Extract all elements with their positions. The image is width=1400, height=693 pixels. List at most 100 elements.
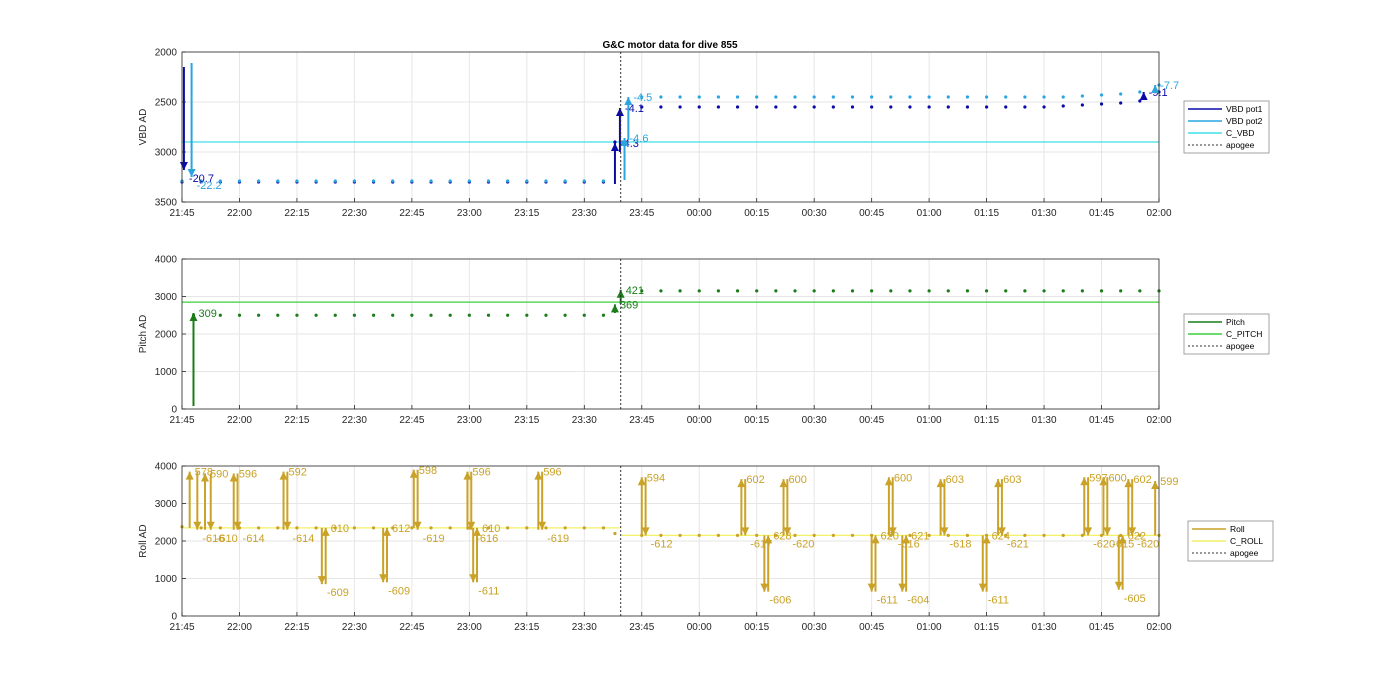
- event-arrowhead: [189, 313, 198, 321]
- data-point: [467, 313, 471, 317]
- data-point: [984, 105, 989, 109]
- x-tick-label: 22:00: [227, 622, 252, 633]
- event-arrowhead: [279, 471, 288, 480]
- x-tick-label: 22:15: [284, 208, 309, 219]
- motor-event: -604: [898, 535, 929, 607]
- x-tick-label: 21:45: [169, 415, 194, 426]
- y-tick-label: 2000: [155, 330, 178, 341]
- series-pitch: [191, 289, 1161, 317]
- motor-event: 602: [737, 474, 765, 536]
- data-point: [697, 533, 701, 537]
- motor-event: -20.7: [179, 67, 214, 185]
- x-tick-label: 01:45: [1089, 622, 1114, 633]
- x-tick-label: 00:45: [859, 415, 884, 426]
- data-point: [793, 533, 797, 537]
- motor-event: -614: [283, 471, 314, 545]
- data-point: [391, 179, 395, 183]
- x-tick-label: 23:30: [572, 622, 597, 633]
- data-point: [506, 179, 510, 183]
- data-point: [716, 95, 720, 99]
- event-arrowhead: [994, 479, 1003, 488]
- x-tick-label: 23:45: [629, 622, 654, 633]
- data-point: [793, 289, 797, 293]
- event-arrowhead: [902, 535, 911, 544]
- motor-event: 599: [1151, 476, 1179, 536]
- y-tick-label: 2000: [155, 537, 178, 548]
- x-tick-label: 23:30: [572, 208, 597, 219]
- x-tick-label: 01:30: [1032, 415, 1057, 426]
- x-tick-label: 01:15: [974, 415, 999, 426]
- data-point: [697, 95, 701, 99]
- event-label: 624: [992, 530, 1010, 542]
- data-point: [199, 179, 203, 183]
- event-label: -620: [1093, 538, 1115, 550]
- data-point: [735, 105, 740, 109]
- data-point: [1042, 95, 1046, 99]
- data-point: [889, 105, 893, 109]
- event-label: -620: [792, 538, 814, 550]
- x-tick-label: 00:30: [802, 622, 827, 633]
- data-point: [601, 313, 606, 317]
- event-label: -619: [423, 533, 445, 545]
- data-point: [257, 313, 261, 317]
- data-point: [295, 526, 299, 530]
- data-point: [1138, 99, 1142, 103]
- data-point: [1138, 90, 1142, 94]
- event-label: 610: [482, 523, 500, 535]
- data-point: [448, 526, 452, 530]
- event-arrowhead: [1118, 535, 1127, 544]
- event-arrowhead: [534, 471, 543, 480]
- event-arrowhead: [888, 527, 897, 536]
- data-point: [889, 289, 893, 293]
- data-point: [774, 289, 778, 293]
- data-point: [295, 313, 299, 317]
- legend-label: apogee: [1226, 341, 1255, 351]
- event-label: 309: [198, 308, 216, 320]
- event-arrowhead: [737, 479, 746, 488]
- x-tick-label: 23:15: [514, 622, 539, 633]
- event-label: 612: [392, 523, 410, 535]
- motor-event: -620: [1128, 479, 1159, 550]
- motor-event: 600: [884, 472, 912, 536]
- event-arrowhead: [321, 527, 330, 536]
- data-point: [276, 313, 280, 317]
- motor-event: -620: [1084, 477, 1115, 550]
- x-tick-label: 01:15: [974, 622, 999, 633]
- data-point: [697, 105, 701, 109]
- event-label: -619: [547, 533, 569, 545]
- event-arrowhead: [982, 535, 991, 544]
- data-point: [544, 313, 548, 317]
- data-point: [467, 179, 471, 183]
- event-arrowhead: [317, 576, 326, 585]
- event-arrowhead: [229, 473, 238, 482]
- data-point: [429, 179, 433, 183]
- data-point: [314, 313, 318, 317]
- y-tick-label: 2500: [155, 98, 178, 109]
- x-tick-label: 02:00: [1146, 415, 1171, 426]
- event-arrowhead: [884, 477, 893, 486]
- event-label: -621: [1007, 538, 1029, 550]
- legend-label: Roll: [1230, 524, 1245, 534]
- data-point: [429, 313, 433, 317]
- data-point: [755, 105, 759, 109]
- data-point: [640, 95, 644, 99]
- data-point: [486, 179, 491, 183]
- data-point: [352, 179, 357, 183]
- data-point: [678, 95, 682, 99]
- event-arrowhead: [1124, 479, 1133, 488]
- motor-event: 598: [409, 465, 437, 528]
- data-point: [812, 289, 816, 293]
- motor-event: 600: [779, 474, 807, 536]
- data-point: [927, 95, 931, 99]
- data-point: [314, 179, 318, 183]
- motor-event: -4.1: [615, 103, 644, 152]
- data-point: [965, 289, 970, 293]
- motor-event: -4.5: [624, 92, 652, 140]
- y-tick-label: 3000: [155, 148, 178, 159]
- data-point: [850, 105, 855, 109]
- event-arrowhead: [206, 521, 215, 530]
- event-arrowhead: [1151, 85, 1160, 93]
- event-arrowhead: [185, 471, 194, 480]
